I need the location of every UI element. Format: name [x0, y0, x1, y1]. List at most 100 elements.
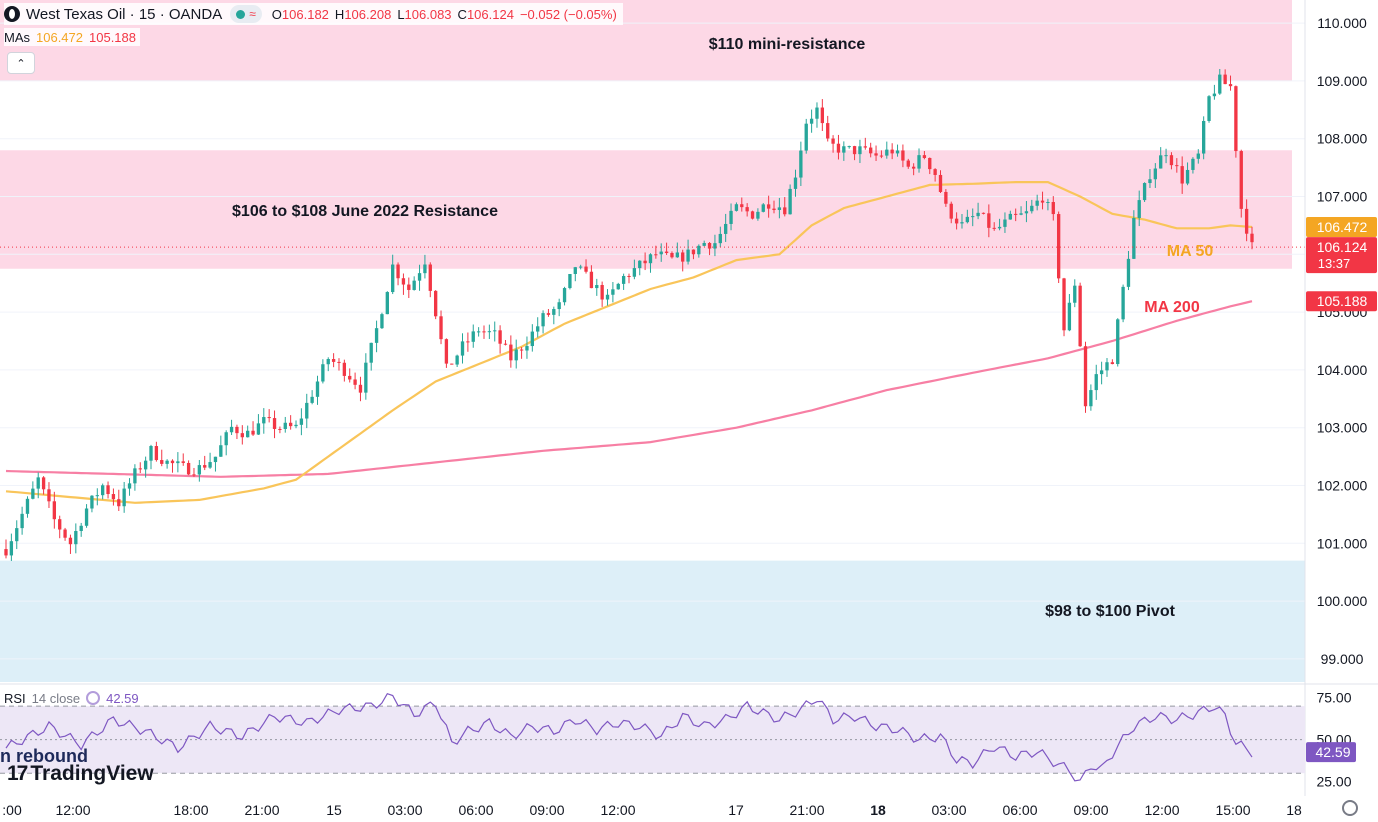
candle-body [353, 379, 357, 385]
candle-body [654, 254, 658, 256]
candle-body [63, 529, 67, 538]
candle-body [976, 212, 980, 217]
zone-label: $98 to $100 Pivot [1045, 603, 1176, 620]
time-tick-label: 03:00 [387, 802, 422, 818]
candle-body [724, 223, 728, 234]
candle-body [208, 462, 212, 468]
time-axis: :00 12:00 18:00 21:00 15 03:00 06:00 09:00 12:00… [2, 802, 1302, 818]
price-tag-ma200 [1306, 291, 1377, 312]
time-tick-label: 09:00 [1073, 802, 1108, 818]
candle-body [20, 513, 24, 529]
low-value: 106.083 [404, 6, 452, 22]
candle-body [1196, 153, 1200, 159]
ohlc-values: O106.182 H106.208 L106.083 C106.124 −0.0… [271, 6, 617, 22]
candle-body [578, 266, 583, 268]
candle-body [519, 349, 524, 351]
candle-body [487, 331, 492, 333]
candle-body [1191, 158, 1195, 170]
candle-body [890, 149, 894, 154]
candle-body [1121, 286, 1125, 320]
candle-body [729, 210, 733, 224]
candle-body [852, 146, 857, 155]
candle-body [1153, 168, 1157, 180]
open-value: 106.182 [281, 6, 329, 22]
candle-body [95, 495, 99, 497]
candle-body [589, 271, 594, 289]
candle-body [476, 331, 481, 333]
candle-body [573, 267, 577, 274]
candle-body [498, 330, 502, 344]
candle-body [879, 155, 884, 157]
settings-gear-icon[interactable] [1342, 800, 1358, 816]
candle-body [1073, 285, 1077, 303]
candle-body [52, 501, 57, 520]
candle-body [1046, 202, 1050, 204]
candle-body [1014, 213, 1018, 215]
candle-body [530, 331, 534, 347]
ma50-layer [5, 181, 1253, 504]
price-tag-last [1306, 237, 1377, 274]
candle-body [433, 290, 438, 317]
candle-body [1019, 213, 1023, 215]
rsi-legend[interactable]: RSI 14 close 42.59 [4, 689, 139, 707]
candle-body [901, 150, 905, 161]
candle-body [557, 302, 561, 310]
candle-body [842, 146, 846, 153]
candle-body [1035, 200, 1039, 206]
market-status-toggle[interactable]: ≈ [230, 5, 262, 23]
candle-body [664, 251, 669, 253]
candle-body [793, 177, 798, 189]
candle-body [294, 424, 298, 427]
ma-legend-label: MAs [4, 29, 30, 45]
candle-body [799, 150, 803, 178]
candle-body [632, 268, 637, 277]
candle-body [380, 314, 384, 329]
candle-body [1067, 302, 1072, 331]
candle-body [761, 204, 765, 212]
zone-label: $106 to $108 June 2022 Resistance [232, 203, 498, 220]
time-tick-label: 03:00 [931, 802, 966, 818]
rsi-params: 14 close [31, 690, 81, 706]
candle-body [697, 245, 701, 255]
candle-body [981, 212, 986, 214]
symbol-name[interactable]: West Texas Oil [26, 5, 126, 23]
candle-body [31, 488, 35, 499]
candle-body [396, 264, 400, 279]
candle-body [1030, 205, 1034, 212]
candle-body [552, 309, 556, 315]
candles-layer [0, 68, 1305, 561]
candle-body [584, 266, 588, 272]
candle-body [1099, 370, 1104, 375]
candle-body [342, 362, 347, 376]
candle-body [364, 362, 368, 393]
collapse-legend-button[interactable]: ⌃ [7, 52, 35, 74]
candle-body [9, 541, 14, 556]
candle-body [181, 461, 185, 463]
tradingview-logo[interactable]: 17 TradingView [7, 762, 154, 786]
candle-body [240, 433, 244, 438]
ma-legend[interactable]: MAs 106.472 105.188 [4, 28, 140, 46]
interval[interactable]: 15 [138, 5, 156, 23]
time-tick-label: 17 [728, 802, 744, 818]
candle-body [777, 207, 782, 211]
candle-body [310, 396, 314, 403]
candle-body [1105, 362, 1109, 371]
grid-layer [0, 22, 1305, 660]
time-tick-label: 18 [1286, 802, 1302, 818]
candle-body [117, 499, 121, 507]
candle-body [122, 488, 126, 507]
zone-1 [0, 150, 1292, 269]
loading-icon [86, 691, 101, 705]
candle-body [197, 465, 202, 475]
candle-body [1142, 183, 1147, 201]
candle-body [460, 341, 465, 356]
candle-body [869, 147, 873, 154]
overlay-caption: n rebound [0, 746, 88, 766]
candle-body [450, 363, 454, 365]
time-tick-label: 06:00 [458, 802, 493, 818]
candle-body [154, 446, 159, 461]
price-tick-label: 100.000 [1317, 593, 1368, 609]
candle-body [826, 123, 830, 139]
candle-body [36, 477, 40, 489]
